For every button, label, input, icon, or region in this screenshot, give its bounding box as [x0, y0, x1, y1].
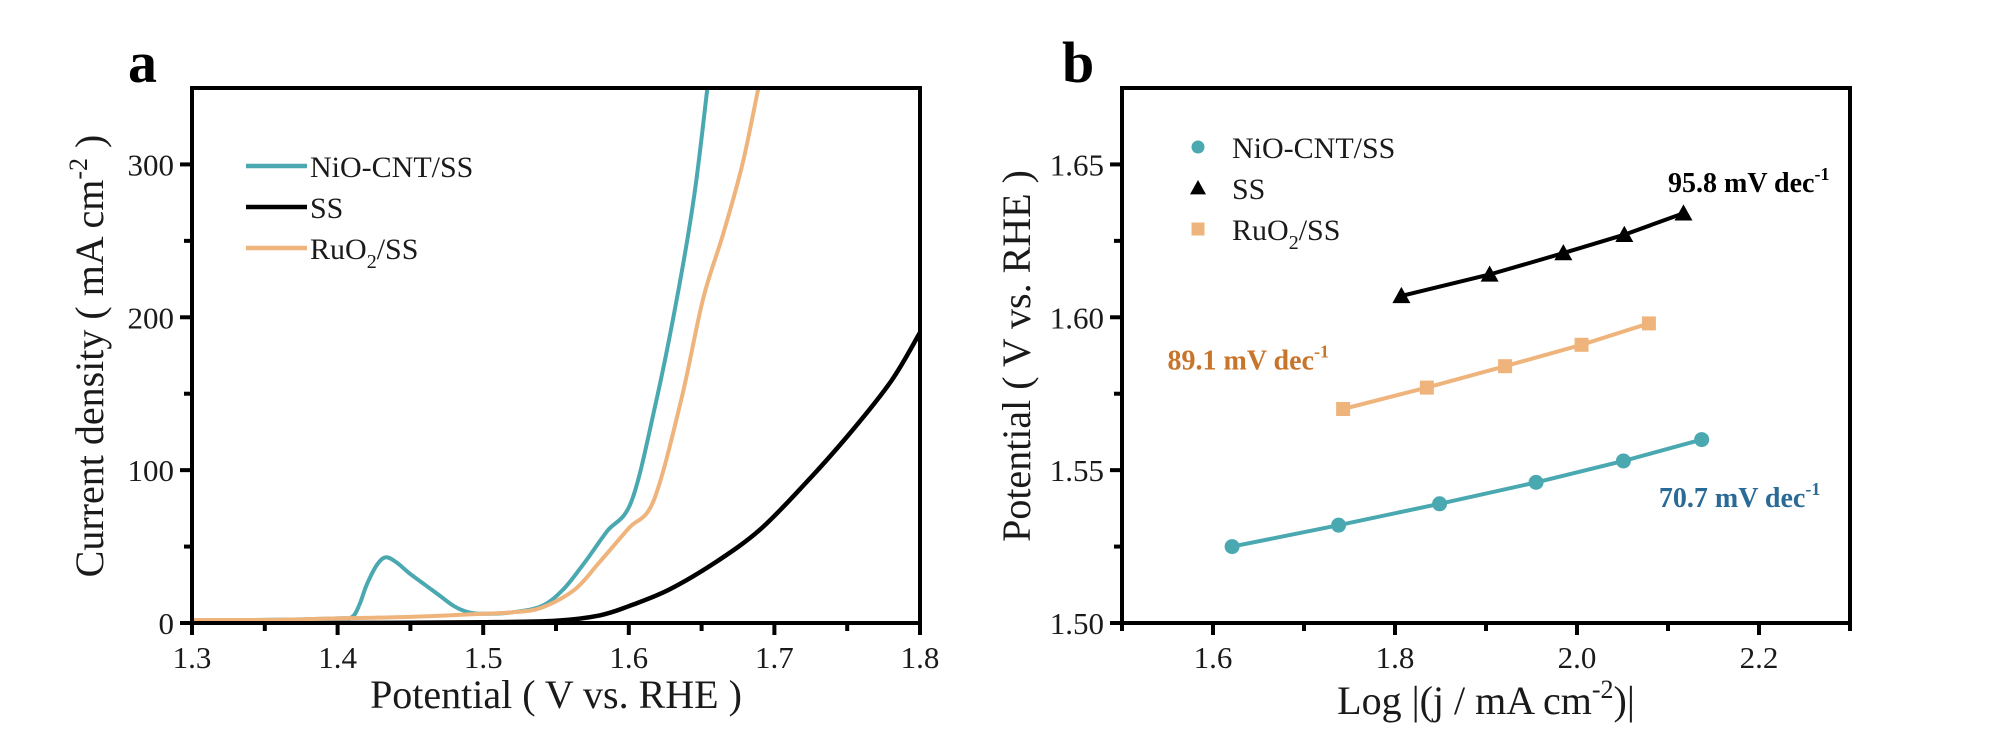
x-tick-label-a: 1.7 [755, 640, 794, 675]
y-tick-label-a: 0 [159, 606, 175, 641]
data-point-ss [1554, 244, 1573, 261]
data-point-ruo2 [1574, 337, 1589, 352]
x-tick-label-a: 1.5 [464, 640, 503, 675]
fit-line-ruo2 [1342, 321, 1650, 411]
y-tick-label-b: 1.65 [1050, 147, 1104, 182]
y-tick-label-a: 200 [128, 300, 175, 335]
x-tick-label-b: 1.8 [1376, 640, 1415, 675]
lsv-series-group [192, 88, 920, 623]
data-point-ruo2 [1336, 402, 1351, 416]
x-tick-label-b: 2.0 [1558, 640, 1597, 675]
tafel-slope-label: 95.8 mV dec-1 [1668, 164, 1829, 199]
axis-ticks-b: 1.6 1.8 2.0 2.2 1.50 1.55 1.60 1.65 [1050, 147, 1852, 675]
series-line-ss [192, 331, 920, 623]
y-tick-label-a: 100 [128, 453, 175, 488]
panel-label-b: b [1062, 30, 1094, 95]
series-line-ruo2 [192, 88, 761, 623]
data-point-ss [1615, 225, 1634, 242]
x-axis-title-a: Potential ( V vs. RHE ) [370, 672, 742, 717]
y-tick-label-b: 1.50 [1050, 606, 1104, 641]
legend-marker-ss [1190, 180, 1206, 195]
data-point-ss [1392, 286, 1411, 304]
data-point-nio [1694, 432, 1710, 448]
x-tick-label-a: 1.4 [318, 640, 357, 675]
axis-ticks-a: 1.3 1.4 1.5 1.6 1.7 1.8 0 100 200 300 [128, 147, 940, 675]
legend-label-ruo2: RuO2/SS [1232, 214, 1340, 254]
data-point-ruo2 [1498, 359, 1513, 374]
fit-line-nio [1231, 437, 1703, 549]
panel-label-a: a [128, 30, 157, 95]
legend-marker-ruo2 [1191, 222, 1205, 236]
data-point-ruo2 [1419, 380, 1434, 395]
legend-marker-nio [1191, 140, 1205, 154]
data-point-nio [1331, 517, 1347, 533]
tafel-slope-label: 70.7 mV dec-1 [1659, 479, 1820, 514]
legend-b: NiO-CNT/SS SS RuO2/SS [1190, 132, 1395, 254]
y-tick-label-b: 1.55 [1050, 453, 1104, 488]
tafel-series-group [1224, 204, 1710, 555]
data-point-ruo2 [1641, 316, 1656, 331]
legend-label-ruo2: RuO2/SS [310, 233, 418, 273]
data-point-ss [1480, 265, 1499, 282]
data-point-nio [1432, 496, 1448, 512]
data-point-ss [1674, 204, 1693, 221]
series-line-nio [192, 88, 710, 623]
data-point-nio [1615, 453, 1631, 469]
legend-label-ss: SS [1232, 173, 1265, 206]
y-axis-title-b: Potential ( V vs. RHE ) [994, 170, 1039, 542]
panel-b-tafel-chart: b 1.6 1.8 2.0 2.2 1.50 1.55 1.60 1.65 NiO-CNT/S… [994, 30, 1852, 723]
legend-label-nio: NiO-CNT/SS [310, 151, 473, 184]
x-tick-label-a: 1.8 [901, 640, 940, 675]
x-tick-label-a: 1.3 [173, 640, 212, 675]
x-tick-label-a: 1.6 [609, 640, 648, 675]
x-tick-label-b: 2.2 [1740, 640, 1779, 675]
legend-label-nio: NiO-CNT/SS [1232, 132, 1395, 165]
legend-a: NiO-CNT/SS SS RuO2/SS [246, 151, 473, 273]
legend-label-ss: SS [310, 192, 343, 225]
y-tick-label-b: 1.60 [1050, 300, 1104, 335]
x-axis-title-b: Log |(j / mA cm-2)| [1337, 675, 1635, 723]
y-axis-title-a: Current density ( mA cm-2 ) [64, 135, 112, 578]
fit-line-ss [1400, 211, 1685, 298]
y-tick-label-a: 300 [128, 147, 175, 182]
tafel-annotations: 95.8 mV dec-1 89.1 mV dec-1 70.7 mV dec-1 [1168, 164, 1830, 514]
data-point-nio [1528, 474, 1544, 490]
x-tick-label-b: 1.6 [1194, 640, 1233, 675]
tafel-slope-label: 89.1 mV dec-1 [1168, 341, 1329, 376]
data-point-nio [1224, 539, 1240, 555]
panel-a-lsv-chart: a 1.3 1.4 1.5 1.6 1.7 1.8 0 100 200 300 NiO-CNT/S… [64, 30, 939, 717]
